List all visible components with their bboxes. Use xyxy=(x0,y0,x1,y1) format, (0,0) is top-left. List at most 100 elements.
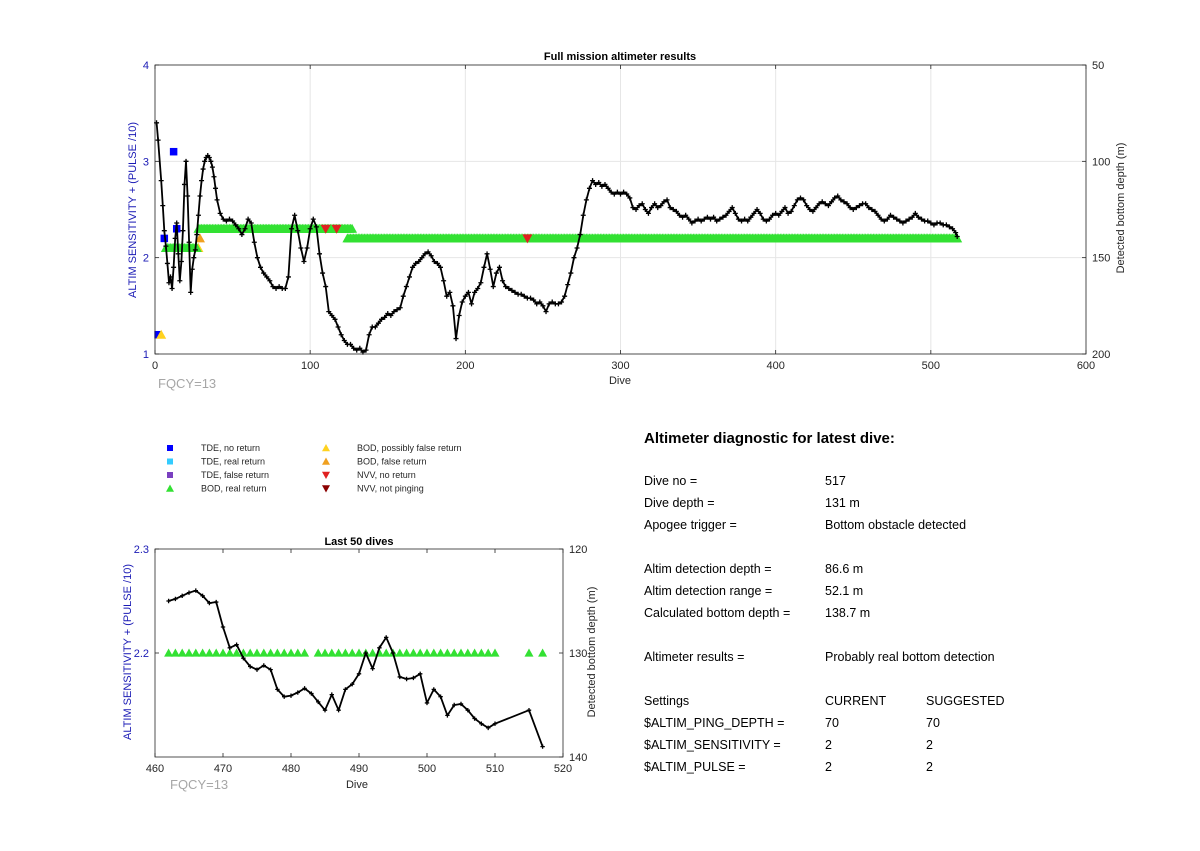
marker-triangle xyxy=(340,648,350,657)
depth-point xyxy=(335,324,341,330)
full-mission-ticks: 0 100 200 300 400 500 600 1 2 3 4 50 100 150 200 xyxy=(143,60,1110,372)
full-mission-depth-series xyxy=(154,120,960,355)
depth-point xyxy=(397,305,403,311)
marker-triangle xyxy=(191,648,201,657)
depth-point xyxy=(397,674,402,680)
depth-point xyxy=(356,671,362,676)
setting-row: $ALTIM_SENSITIVITY = 2 2 xyxy=(644,734,1124,756)
depth-point xyxy=(897,218,903,224)
depth-point xyxy=(486,725,491,731)
depth-point xyxy=(350,682,355,687)
setting-name: $ALTIM_PING_DEPTH = xyxy=(644,716,785,730)
depth-point xyxy=(226,216,232,222)
depth-point xyxy=(363,650,368,656)
depth-point xyxy=(472,716,477,721)
depth-point xyxy=(307,226,313,232)
y-right-tick-label: 200 xyxy=(1092,349,1110,361)
depth-point xyxy=(509,287,515,293)
y-right-tick-label: 150 xyxy=(1092,253,1110,265)
depth-point xyxy=(562,293,568,299)
depth-point xyxy=(832,195,838,201)
marker-triangle xyxy=(164,648,174,657)
marker-triangle xyxy=(232,648,242,657)
depth-point xyxy=(169,285,175,291)
depth-point xyxy=(614,189,620,195)
altimeter-results-row: Altimeter results = Probably real bottom… xyxy=(644,646,1124,668)
depth-point xyxy=(745,218,751,224)
depth-point xyxy=(453,336,459,342)
depth-point xyxy=(493,270,499,276)
depth-point xyxy=(172,235,178,241)
x-tick-label: 520 xyxy=(554,763,572,775)
y-right-tick-label: 130 xyxy=(569,648,587,660)
depth-point xyxy=(526,708,532,713)
depth-point xyxy=(847,205,853,211)
settings-header-row: Settings CURRENT SUGGESTED xyxy=(644,690,1124,712)
depth-point xyxy=(779,208,785,214)
depth-point xyxy=(543,309,549,315)
depth-point xyxy=(689,220,695,226)
depth-point xyxy=(202,158,208,164)
depth-point xyxy=(354,347,360,353)
legend-label: TDE, real return xyxy=(201,457,265,467)
depth-point xyxy=(580,212,586,218)
legend-marker-triangle xyxy=(322,444,330,452)
depth-point xyxy=(173,596,178,602)
marker-triangle xyxy=(252,648,262,657)
marker-triangle xyxy=(218,648,228,657)
depth-point xyxy=(583,197,589,203)
depth-point xyxy=(475,285,481,291)
depth-point xyxy=(825,203,831,209)
marker-triangle xyxy=(415,648,425,657)
depth-point xyxy=(411,675,416,681)
depth-point xyxy=(875,212,881,218)
depth-point xyxy=(894,216,900,222)
depth-point xyxy=(602,181,608,187)
depth-point xyxy=(878,216,884,222)
depth-point xyxy=(434,260,440,266)
depth-point xyxy=(742,216,748,222)
depth-point xyxy=(950,226,956,232)
depth-point xyxy=(919,216,925,222)
depth-point xyxy=(704,214,710,220)
depth-point xyxy=(757,210,763,216)
marker-triangle xyxy=(225,648,235,657)
depth-point xyxy=(214,197,220,203)
legend-marker-square xyxy=(167,458,173,465)
depth-point xyxy=(785,210,791,216)
last-50-depth-series xyxy=(166,588,545,749)
apogee-trigger-label: Apogee trigger = xyxy=(644,518,737,532)
altimeter-results-value: Probably real bottom detection xyxy=(825,650,995,664)
depth-point xyxy=(791,203,797,209)
depth-point xyxy=(751,210,757,216)
setting-row: $ALTIM_PULSE = 2 2 xyxy=(644,756,1124,778)
depth-point xyxy=(912,210,918,216)
depth-point xyxy=(465,289,471,295)
depth-point xyxy=(213,185,219,191)
depth-point xyxy=(872,208,878,214)
depth-point xyxy=(195,212,201,218)
depth-point xyxy=(797,195,803,201)
depth-point xyxy=(537,299,543,305)
marker-triangle xyxy=(327,648,337,657)
depth-point xyxy=(773,210,779,216)
depth-point xyxy=(636,203,642,209)
depth-point xyxy=(698,218,704,224)
depth-point xyxy=(375,320,381,326)
x-tick-label: 0 xyxy=(152,360,158,372)
depth-point xyxy=(298,245,304,251)
depth-point xyxy=(438,264,444,270)
legend-entry: NVV, no return xyxy=(322,470,416,480)
depth-point xyxy=(729,205,735,211)
depth-point xyxy=(295,228,301,234)
dive-no-value: 517 xyxy=(825,474,846,488)
depth-point xyxy=(310,216,316,222)
marker-legend: TDE, no return TDE, real return TDE, false… xyxy=(166,443,462,494)
legend-entry: TDE, false return xyxy=(167,470,269,480)
depth-point xyxy=(366,332,372,338)
dive-depth-row: Dive depth = 131 m xyxy=(644,492,1124,514)
depth-point xyxy=(590,178,596,184)
marker-triangle xyxy=(347,648,357,657)
depth-point xyxy=(158,178,164,184)
depth-point xyxy=(370,666,375,671)
